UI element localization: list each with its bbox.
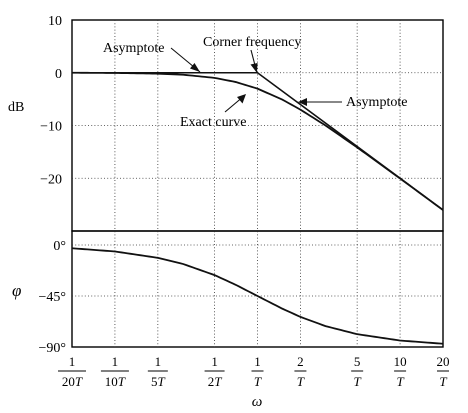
magnitude-exact-curve — [71, 71, 444, 211]
magnitude-y-tick-label: −10 — [40, 120, 62, 135]
arrowhead-asymptote-right — [298, 98, 307, 106]
x-tick-label: 20 T — [437, 354, 450, 389]
x-tick-denominator: T — [439, 374, 447, 389]
x-tick-denominator: T — [297, 374, 305, 389]
grid-lines — [72, 20, 443, 347]
x-tick-label: 2T — [294, 354, 307, 389]
x-tick-denominator: 2T — [208, 374, 223, 389]
x-tick-denominator: 10T — [105, 374, 126, 389]
x-tick-denominator: T — [354, 374, 362, 389]
x-tick-numerator: 1 — [254, 354, 261, 369]
x-tick-label: 5T — [351, 354, 364, 389]
y-tick-labels: 10 0 −10 −20 0° −45° −90° — [39, 14, 67, 356]
annotation-arrows — [170, 47, 342, 113]
x-tick-numerator: 1 — [112, 354, 119, 369]
phase-y-label: φ — [12, 281, 21, 300]
x-tick-numerator: 10 — [394, 354, 407, 369]
x-tick-numerator: 2 — [297, 354, 304, 369]
x-tick-label: 12T — [204, 354, 225, 389]
x-tick-label: 1T — [251, 354, 264, 389]
magnitude-asymptote — [72, 71, 444, 211]
x-tick-numerator: 1 — [69, 354, 76, 369]
x-axis-label: ω — [252, 394, 263, 410]
phase-y-tick-label: −45° — [39, 290, 67, 305]
x-tick-label: 10 T — [394, 354, 407, 389]
arrowhead-corner-frequency — [250, 63, 258, 73]
arrowhead-asymptote-left — [190, 63, 200, 72]
annotation-asymptote-left: Asymptote — [103, 41, 164, 56]
arrowhead-exact-curve — [237, 94, 246, 104]
magnitude-y-label: dB — [8, 100, 24, 115]
magnitude-y-tick-label: −20 — [40, 172, 62, 187]
phase-y-tick-label: 0° — [53, 239, 66, 254]
x-tick-numerator: 5 — [354, 354, 361, 369]
x-tick-label: 15T — [147, 354, 168, 389]
x-tick-denominator: T — [396, 374, 404, 389]
annotation-asymptote-right: Asymptote — [346, 95, 407, 110]
annotation-corner-frequency: Corner frequency — [203, 35, 301, 50]
phase-curve — [71, 247, 444, 345]
magnitude-y-tick-label: 10 — [48, 14, 62, 29]
x-tick-numerator: 1 — [155, 354, 162, 369]
x-tick-denominator: T — [254, 374, 262, 389]
x-tick-denominator: 20T — [62, 374, 83, 389]
x-tick-denominator: 5T — [151, 374, 166, 389]
magnitude-y-tick-label: 0 — [55, 67, 62, 82]
phase-y-tick-label: −90° — [39, 341, 67, 356]
x-tick-numerator: 1 — [211, 354, 218, 369]
annotation-exact-curve: Exact curve — [180, 115, 246, 130]
x-tick-numerator: 20 — [437, 354, 450, 369]
